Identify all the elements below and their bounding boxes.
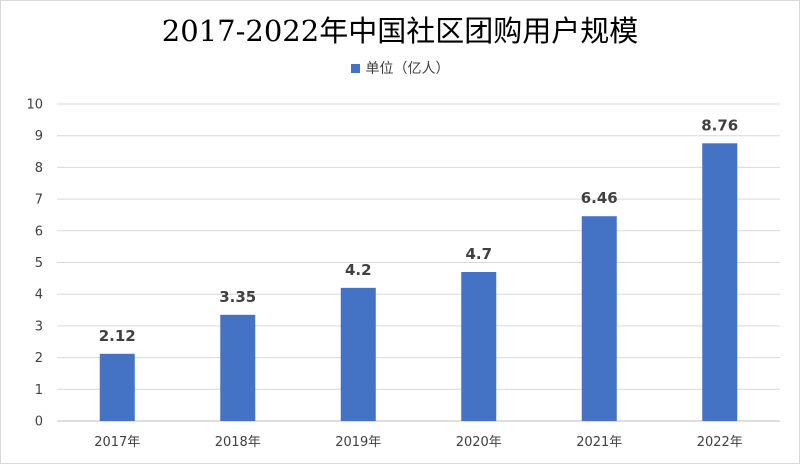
y-tick-label: 6 bbox=[35, 224, 43, 239]
x-tick-label: 2017年 bbox=[94, 435, 140, 450]
chart-legend: 单位（亿人） bbox=[0, 58, 800, 78]
x-tick-label: 2022年 bbox=[697, 435, 743, 450]
bar bbox=[99, 353, 135, 421]
data-label: 8.76 bbox=[701, 116, 738, 134]
y-tick-label: 8 bbox=[35, 161, 43, 176]
legend-swatch bbox=[350, 63, 360, 73]
y-tick-label: 10 bbox=[26, 98, 43, 113]
data-label: 3.35 bbox=[219, 288, 256, 306]
bar bbox=[461, 272, 497, 421]
y-tick-label: 7 bbox=[35, 193, 43, 208]
data-label: 6.46 bbox=[581, 189, 618, 207]
x-tick-label: 2018年 bbox=[215, 435, 261, 450]
y-tick-label: 0 bbox=[35, 415, 43, 430]
data-label: 2.12 bbox=[99, 327, 136, 345]
y-tick-label: 5 bbox=[35, 256, 43, 271]
y-tick-label: 3 bbox=[35, 319, 43, 334]
data-label: 4.7 bbox=[465, 245, 492, 263]
y-tick-label: 9 bbox=[35, 129, 43, 144]
x-tick-label: 2019年 bbox=[335, 435, 381, 450]
data-label: 4.2 bbox=[345, 261, 372, 279]
bar bbox=[340, 287, 376, 421]
chart-title: 2017-2022年中国社区团购用户规模 bbox=[161, 14, 639, 48]
x-tick-label: 2021年 bbox=[576, 435, 622, 450]
y-tick-label: 2 bbox=[35, 351, 43, 366]
bar bbox=[220, 314, 256, 421]
bar bbox=[702, 143, 738, 422]
x-tick-label: 2020年 bbox=[456, 435, 502, 450]
bar bbox=[581, 216, 617, 421]
y-tick-label: 1 bbox=[35, 383, 43, 398]
y-tick-label: 4 bbox=[35, 288, 43, 303]
legend-label: 单位（亿人） bbox=[365, 61, 450, 77]
